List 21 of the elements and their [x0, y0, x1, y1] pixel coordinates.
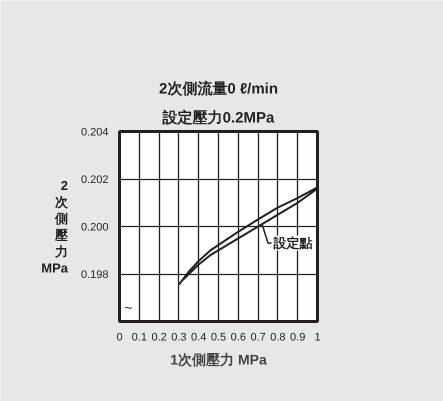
y-tick-label: 0.200 — [80, 222, 109, 234]
annotation: ~ — [124, 300, 133, 316]
y-axis-title: 2次側壓力 MPa — [41, 178, 69, 276]
y-tick-label: 0.198 — [80, 269, 109, 281]
x-tick-label: 0.6 — [230, 332, 246, 344]
x-tick-label: 0.7 — [250, 332, 266, 344]
x-tick-label: 0.3 — [171, 332, 187, 344]
x-tick-label: 0.4 — [191, 332, 206, 344]
chart-title: 2次側流量0 ℓ/min — [158, 80, 278, 98]
chart-subtitle: 設定壓力0.2MPa — [162, 108, 276, 126]
y-tick-label: 0.204 — [80, 126, 109, 138]
annotation: 設定點 — [272, 236, 313, 251]
x-tick-label: 0 — [116, 332, 123, 344]
x-tick-label: 1 — [314, 332, 321, 344]
x-axis-title: 1次側壓力 MPa — [170, 352, 267, 368]
x-tick-label: 0.9 — [290, 332, 306, 344]
x-tick-label: 0.5 — [210, 332, 226, 344]
x-tick-label: 0.8 — [270, 332, 286, 344]
x-tick-label: 0.1 — [132, 332, 147, 344]
y-tick-label: 0.202 — [80, 174, 109, 186]
x-tick-label: 0.2 — [151, 332, 167, 344]
